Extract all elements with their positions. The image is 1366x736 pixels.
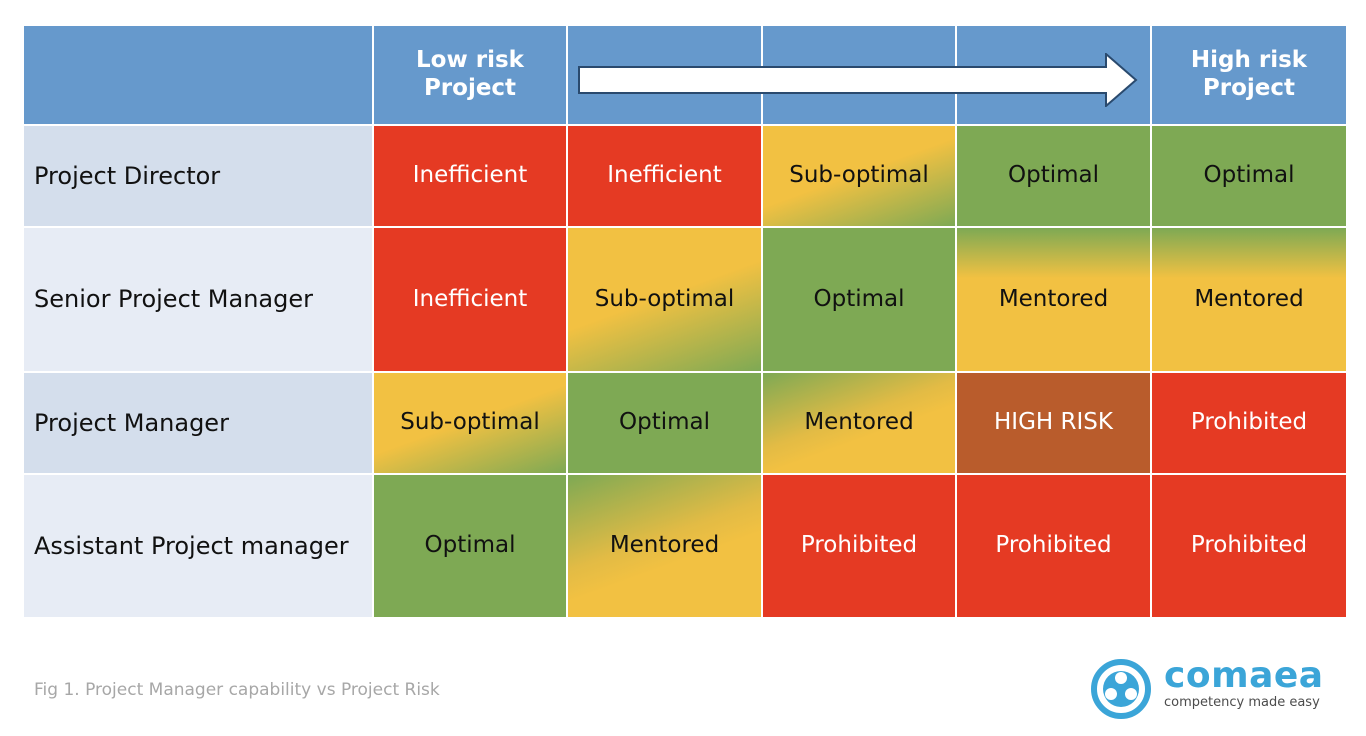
matrix-cell: Mentored [763, 373, 955, 473]
matrix-cell: Optimal [957, 126, 1150, 226]
matrix-cell: Optimal [568, 373, 761, 473]
header-high-risk: High risk Project [1152, 26, 1346, 124]
matrix-cell: Mentored [1152, 228, 1346, 371]
header-corner [24, 26, 372, 124]
matrix-cell: HIGH RISK [957, 373, 1150, 473]
comaea-logo: comaea competency made easy [1090, 658, 1340, 720]
matrix-cell: Inefficient [374, 126, 566, 226]
matrix-cell: Optimal [763, 228, 955, 371]
matrix-cell: Sub-optimal [763, 126, 955, 226]
row-label-project-director: Project Director [24, 126, 372, 226]
matrix-cell: Prohibited [1152, 373, 1346, 473]
matrix-cell: Mentored [957, 228, 1150, 371]
matrix-cell: Prohibited [763, 475, 955, 617]
matrix-cell: Inefficient [374, 228, 566, 371]
row-label-assistant-project-manager: Assistant Project manager [24, 475, 372, 617]
header-high-risk-label: High risk Project [1190, 47, 1308, 101]
risk-arrow-icon [578, 53, 1138, 107]
row-label-project-manager: Project Manager [24, 373, 372, 473]
row-label-senior-project-manager: Senior Project Manager [24, 228, 372, 371]
film-reel-icon [1091, 659, 1151, 719]
header-low-risk-label: Low risk Project [416, 47, 524, 101]
matrix-cell: Prohibited [1152, 475, 1346, 617]
figure-caption: Fig 1. Project Manager capability vs Pro… [34, 680, 440, 700]
header-low-risk: Low risk Project [374, 26, 566, 124]
logo-tagline: competency made easy [1164, 695, 1320, 710]
matrix-cell: Optimal [374, 475, 566, 617]
matrix-cell: Optimal [1152, 126, 1346, 226]
matrix-cell: Sub-optimal [568, 228, 761, 371]
capability-risk-matrix: Low risk Project High risk Project Proje… [24, 26, 1346, 617]
logo-wordmark: comaea [1164, 655, 1324, 696]
matrix-cell: Sub-optimal [374, 373, 566, 473]
matrix-cell: Inefficient [568, 126, 761, 226]
matrix-cell: Prohibited [957, 475, 1150, 617]
matrix-cell: Mentored [568, 475, 761, 617]
